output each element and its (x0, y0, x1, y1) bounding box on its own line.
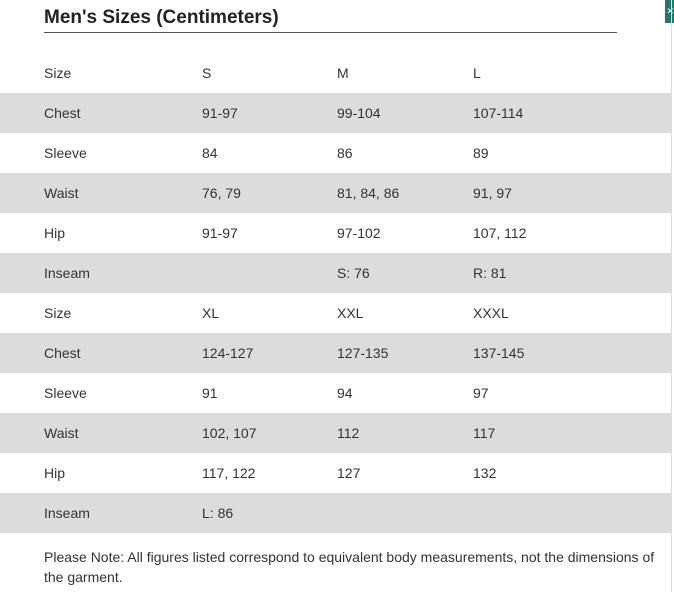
row-label: Sleeve (44, 385, 87, 401)
table-row: Chest 124-127 127-135 137-145 (0, 333, 671, 373)
table-row: Hip 117, 122 127 132 (0, 453, 671, 493)
row-label: Chest (0, 93, 202, 133)
table-cell: M (337, 65, 349, 81)
size-chart-table: Size S M L Chest 91-97 99-104 107-114 Sl… (0, 53, 671, 533)
table-cell: 94 (337, 385, 353, 401)
row-label: Hip (44, 465, 66, 481)
table-row: Waist 76, 79 81, 84, 86 91, 97 (0, 173, 671, 213)
table-cell: 137-145 (473, 333, 671, 373)
measurement-note: Please Note: All figures listed correspo… (44, 549, 655, 585)
table-cell (473, 493, 671, 533)
row-label: Inseam (0, 253, 202, 293)
table-cell: 117, 122 (202, 465, 256, 481)
table-cell: 112 (337, 413, 473, 453)
row-label: Sleeve (44, 145, 87, 161)
table-row: Size S M L (0, 53, 671, 93)
table-cell: R: 81 (473, 253, 671, 293)
table-row: Sleeve 84 86 89 (0, 133, 671, 173)
table-cell: 132 (473, 465, 497, 481)
table-cell (337, 493, 473, 533)
page-title: Men's Sizes (Centimeters) (44, 7, 279, 28)
table-cell: 107, 112 (473, 225, 527, 241)
size-chart-body: Size S M L Chest 91-97 99-104 107-114 Sl… (0, 53, 671, 533)
row-label: Waist (0, 173, 202, 213)
table-row: Inseam S: 76 R: 81 (0, 253, 671, 293)
table-cell: 89 (473, 145, 489, 161)
row-label: Hip (44, 225, 66, 241)
table-cell: 76, 79 (202, 173, 337, 213)
table-cell: 91 (202, 385, 218, 401)
table-cell: XXXL (473, 305, 509, 321)
table-cell (202, 253, 337, 293)
row-label: Waist (0, 413, 202, 453)
table-cell: S: 76 (337, 253, 473, 293)
table-cell: 99-104 (337, 93, 473, 133)
table-cell: 86 (337, 145, 353, 161)
table-cell: 102, 107 (202, 413, 337, 453)
table-row: Chest 91-97 99-104 107-114 (0, 93, 671, 133)
table-cell: 117 (473, 413, 671, 453)
table-cell: L (473, 65, 481, 81)
table-cell: XL (202, 305, 220, 321)
row-label: Size (44, 65, 72, 81)
row-label: Chest (0, 333, 202, 373)
table-cell: 127-135 (337, 333, 473, 373)
table-row: Size XL XXL XXXL (0, 293, 671, 333)
table-cell: XXL (337, 305, 364, 321)
table-cell: S (202, 65, 212, 81)
row-label: Size (44, 305, 72, 321)
row-label: Inseam (0, 493, 202, 533)
table-row: Hip 91-97 97-102 107, 112 (0, 213, 671, 253)
table-cell: 91-97 (202, 93, 337, 133)
table-cell: 97 (473, 385, 489, 401)
table-row: Sleeve 91 94 97 (0, 373, 671, 413)
table-cell: L: 86 (202, 493, 337, 533)
table-row: Inseam L: 86 (0, 493, 671, 533)
title-divider (44, 32, 617, 33)
panel-right-border (671, 0, 672, 592)
table-cell: 127 (337, 465, 361, 481)
corner-tab-button[interactable]: ✕ (665, 0, 674, 23)
table-cell: 84 (202, 145, 218, 161)
table-row: Waist 102, 107 112 117 (0, 413, 671, 453)
table-cell: 91-97 (202, 225, 238, 241)
table-cell: 124-127 (202, 333, 337, 373)
table-cell: 81, 84, 86 (337, 173, 473, 213)
table-cell: 107-114 (473, 93, 671, 133)
table-cell: 91, 97 (473, 173, 671, 213)
table-cell: 97-102 (337, 225, 381, 241)
